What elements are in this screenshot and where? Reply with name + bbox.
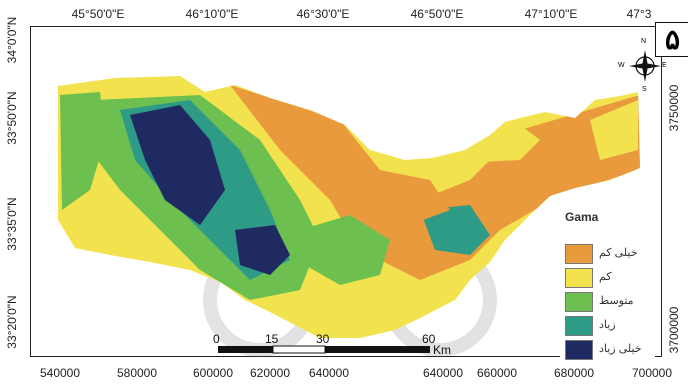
scale-tick: 0 xyxy=(213,332,220,346)
bottom-axis-label: 700000 xyxy=(631,366,673,380)
bottom-axis-label: 640000 xyxy=(422,366,464,380)
bottom-axis-label: 640000 xyxy=(308,366,350,380)
north-label: N xyxy=(641,38,647,45)
legend-item: کم xyxy=(565,268,655,288)
legend-swatch xyxy=(565,292,593,312)
top-axis-label: 46°30'0"E xyxy=(296,7,350,21)
right-axis-label: 3750000 xyxy=(667,84,681,132)
south-label: S xyxy=(642,86,647,93)
legend-swatch xyxy=(565,244,593,264)
legend-label: خیلی کم xyxy=(599,247,638,259)
legend-swatch xyxy=(565,340,593,360)
legend-label: زیاد xyxy=(599,319,616,331)
scale-tick: 30 xyxy=(316,332,330,346)
bottom-axis-label: 660000 xyxy=(476,366,518,380)
top-axis-label: 46°10'0"E xyxy=(185,7,239,21)
top-axis-label: 46°50'0"E xyxy=(410,7,464,21)
legend-label: خیلی زیاد xyxy=(599,343,642,355)
scale-bar xyxy=(218,345,430,354)
scale-tick: 60 xyxy=(422,332,436,346)
legend-title: Gama xyxy=(565,210,599,224)
left-axis-label: 33°50'0"N xyxy=(5,91,19,145)
scale-tick: 15 xyxy=(265,332,279,346)
east-label: E xyxy=(662,62,667,69)
scale-unit: Km xyxy=(433,343,451,357)
legend: Gama خیلی کم کم متوسط زیاد خیلی زیاد xyxy=(560,210,655,360)
legend-item: خیلی زیاد xyxy=(565,340,655,360)
legend-item: متوسط xyxy=(565,292,655,312)
bottom-axis-label: 600000 xyxy=(192,366,234,380)
top-axis-label: 47°10'0"E xyxy=(524,7,578,21)
left-axis-label: 34°0'0"N xyxy=(5,16,19,64)
north-arrow xyxy=(629,50,661,82)
panel-number: ۵ xyxy=(664,24,681,55)
legend-item: خیلی کم xyxy=(565,244,655,264)
top-axis-label: 45°50'0"E xyxy=(71,7,125,21)
right-axis-label: 3700000 xyxy=(667,306,681,354)
bottom-axis-label: 620000 xyxy=(249,366,291,380)
west-label: W xyxy=(618,62,625,69)
left-axis-label: 33°35'0"N xyxy=(5,197,19,251)
panel-number-box: ۵ xyxy=(655,22,688,57)
legend-item: زیاد xyxy=(565,316,655,336)
left-axis-label: 33°20'0"N xyxy=(5,295,19,349)
bottom-axis-label: 580000 xyxy=(116,366,158,380)
legend-label: کم xyxy=(599,271,612,283)
legend-swatch xyxy=(565,316,593,336)
bottom-axis-label: 680000 xyxy=(553,366,595,380)
legend-label: متوسط xyxy=(599,295,634,307)
legend-swatch xyxy=(565,268,593,288)
top-axis-label: 47°3 xyxy=(626,7,652,21)
bottom-axis-label: 540000 xyxy=(39,366,81,380)
